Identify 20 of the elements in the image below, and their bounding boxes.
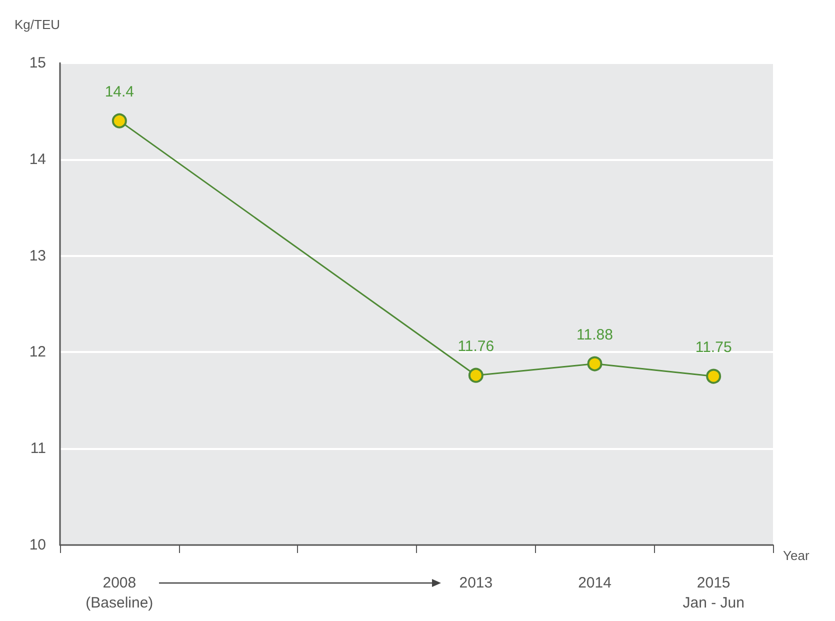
x-tick-label: 2015 Jan - Jun [682, 574, 744, 612]
x-tick-label: 2008 (Baseline) [86, 574, 154, 612]
y-axis-title: Kg/TEU [14, 17, 60, 32]
x-tick-label: 2013 [459, 574, 493, 592]
y-tick-label: 10 [29, 536, 46, 554]
point [468, 368, 484, 383]
data-label: 11.76 [458, 338, 494, 355]
y-tick-label: 14 [29, 150, 46, 168]
y-tick-label: 12 [29, 344, 46, 361]
data-label: 11.75 [695, 338, 732, 356]
point [112, 113, 127, 128]
data-label: 11.88 [576, 326, 613, 344]
point [587, 356, 602, 372]
x-tick-label: 2014 [578, 574, 612, 592]
point [706, 368, 722, 384]
y-tick-label: 13 [29, 247, 46, 264]
y-tick-label: 11 [30, 440, 46, 458]
y-tick-label: 15 [29, 54, 46, 72]
data-label: 14.4 [104, 83, 134, 100]
x-axis-title: Year [783, 548, 810, 563]
